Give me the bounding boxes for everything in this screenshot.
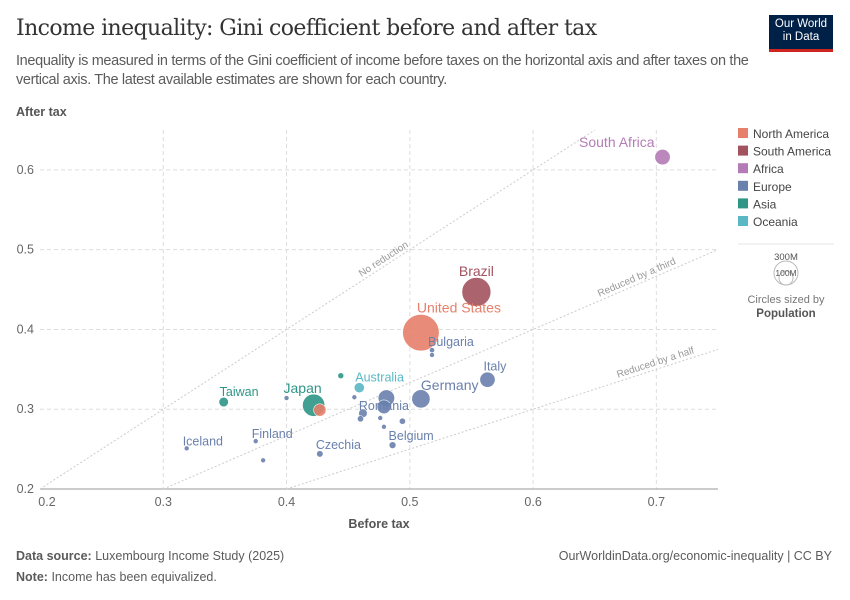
size-legend-circle-small — [778, 270, 794, 286]
legend-item: Europe — [753, 180, 792, 194]
data-point — [283, 395, 290, 401]
legend-swatch — [738, 163, 748, 174]
logo-line: in Data — [782, 31, 820, 43]
note-label: Note: — [16, 570, 48, 584]
note-text: Income has been equivalized. — [51, 570, 217, 584]
data-point — [351, 394, 358, 401]
x-tick-label: 0.4 — [278, 495, 295, 509]
data-point — [260, 457, 266, 464]
owid-logo[interactable]: Our World in Data — [769, 15, 833, 52]
size-legend-caption: Circles sized by — [747, 294, 825, 306]
x-tick-label: 0.6 — [524, 495, 541, 509]
data-point — [479, 371, 496, 388]
data-point — [337, 372, 345, 380]
x-axis-label: Before tax — [348, 517, 409, 531]
y-axis-label: After tax — [16, 105, 67, 119]
y-tick-label: 0.5 — [17, 243, 34, 257]
point-label: Italy — [483, 360, 507, 374]
data-point — [654, 149, 671, 166]
size-legend-variable: Population — [756, 308, 815, 320]
reference-line-label: Reduced by a half — [616, 345, 696, 380]
reference-line — [39, 129, 595, 490]
point-label: Brazil — [459, 263, 494, 279]
data-point — [398, 417, 406, 425]
reference-line-label: Reduced by a third — [596, 256, 677, 299]
point-label: Czechia — [316, 438, 361, 452]
reference-line-label: No reduction — [357, 240, 411, 280]
y-tick-label: 0.4 — [17, 322, 34, 336]
data-point — [252, 438, 259, 444]
footer-note: Note: Income has been equivalized. — [16, 570, 217, 584]
data-point — [429, 352, 435, 358]
data-point — [402, 314, 440, 352]
reference-line — [163, 249, 719, 490]
point-label: South Africa — [579, 134, 655, 150]
point-label: Japan — [284, 380, 322, 396]
x-tick-label: 0.5 — [401, 495, 418, 509]
legend-swatch — [738, 145, 748, 156]
legend-item: Asia — [753, 197, 777, 211]
size-legend-label: 100M — [775, 268, 796, 278]
point-label: Finland — [252, 427, 293, 441]
point-label: United States — [417, 300, 501, 316]
legend-swatch — [738, 216, 748, 226]
data-point — [353, 382, 365, 394]
point-label: Belgium — [389, 429, 434, 443]
data-point — [183, 445, 190, 452]
data-point — [376, 399, 392, 415]
y-tick-label: 0.6 — [17, 163, 34, 177]
data-point — [313, 403, 327, 417]
data-point — [381, 423, 387, 430]
data-point — [461, 277, 492, 307]
data-point — [388, 441, 397, 449]
x-tick-label: 0.2 — [38, 495, 55, 509]
data-point — [316, 450, 324, 458]
point-label: Germany — [421, 377, 479, 393]
chart-subtitle: Inequality is measured in terms of the G… — [16, 53, 749, 88]
data-point — [357, 415, 364, 423]
legend-item: North America — [753, 127, 829, 141]
legend-item: South America — [753, 145, 831, 159]
y-tick-label: 0.3 — [17, 402, 34, 416]
source-link[interactable]: Luxembourg Income Study (2025) — [95, 549, 285, 563]
legend-item: Oceania — [753, 215, 798, 229]
legend-item: Africa — [753, 162, 784, 176]
data-point — [377, 415, 384, 421]
data-point — [411, 389, 431, 409]
x-tick-label: 0.7 — [648, 495, 665, 509]
data-point — [218, 396, 229, 408]
y-tick-label: 0.2 — [17, 482, 34, 496]
footer-url[interactable]: OurWorldinData.org/economic-inequality |… — [558, 549, 832, 563]
legend-swatch — [738, 128, 748, 138]
legend-swatch — [738, 198, 748, 209]
x-tick-label: 0.3 — [155, 495, 172, 509]
logo-line: Our World — [774, 18, 828, 30]
legend-swatch — [738, 180, 748, 191]
size-legend-label: 300M — [774, 252, 798, 263]
point-label: Romania — [359, 399, 409, 413]
point-label: Australia — [355, 371, 404, 385]
chart-title: Income inequality: Gini coefficient befo… — [16, 16, 597, 41]
point-label: Bulgaria — [428, 335, 474, 349]
reference-line — [286, 348, 719, 490]
data-source: Data source: Luxembourg Income Study (20… — [16, 549, 284, 563]
point-label: Iceland — [183, 434, 223, 448]
source-label: Data source: — [16, 549, 92, 563]
point-label: Taiwan — [220, 385, 259, 399]
